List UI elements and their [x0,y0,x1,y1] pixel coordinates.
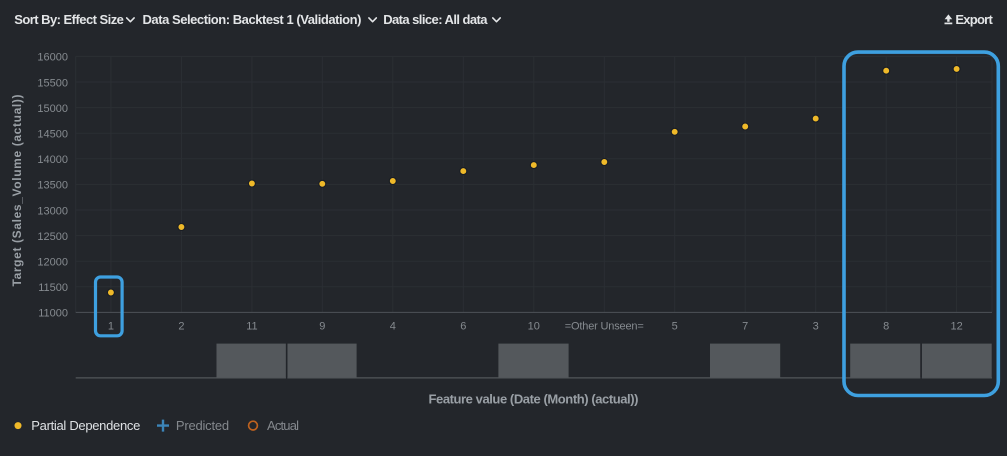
svg-text:12000: 12000 [37,257,68,269]
svg-text:10: 10 [528,320,540,332]
svg-text:Target (Sales_Volume (actual)): Target (Sales_Volume (actual)) [10,95,24,287]
svg-text:13500: 13500 [37,180,68,192]
svg-text:=Other Unseen=: =Other Unseen= [565,320,644,332]
svg-text:Data Selection: Backtest 1 (Va: Data Selection: Backtest 1 (Validation) [143,12,362,27]
svg-text:5: 5 [672,320,678,332]
svg-text:Sort By: Effect Size: Sort By: Effect Size [14,12,124,27]
svg-text:9: 9 [319,320,325,332]
svg-text:12500: 12500 [37,231,68,243]
svg-text:4: 4 [390,320,396,332]
svg-text:Data slice: All data: Data slice: All data [383,12,488,27]
svg-text:3: 3 [813,320,819,332]
svg-text:11500: 11500 [38,282,68,294]
svg-text:1: 1 [108,320,114,332]
svg-text:13000: 13000 [37,205,68,217]
svg-text:Predicted: Predicted [176,418,229,433]
svg-text:6: 6 [460,320,466,332]
svg-text:Actual: Actual [267,418,299,433]
svg-text:2: 2 [178,320,184,332]
svg-text:16000: 16000 [37,52,68,64]
svg-text:Partial Dependence: Partial Dependence [31,418,140,433]
svg-text:Feature value (Date (Month) (a: Feature value (Date (Month) (actual)) [429,391,639,406]
svg-text:14000: 14000 [37,154,68,166]
svg-text:11: 11 [246,320,257,332]
svg-text:15500: 15500 [37,77,68,89]
svg-text:7: 7 [742,320,748,332]
svg-text:14500: 14500 [37,129,68,141]
svg-text:15000: 15000 [37,103,68,115]
svg-text:11000: 11000 [38,308,68,320]
svg-text:Export: Export [955,12,993,27]
svg-text:8: 8 [883,320,889,332]
svg-text:12: 12 [950,320,962,332]
